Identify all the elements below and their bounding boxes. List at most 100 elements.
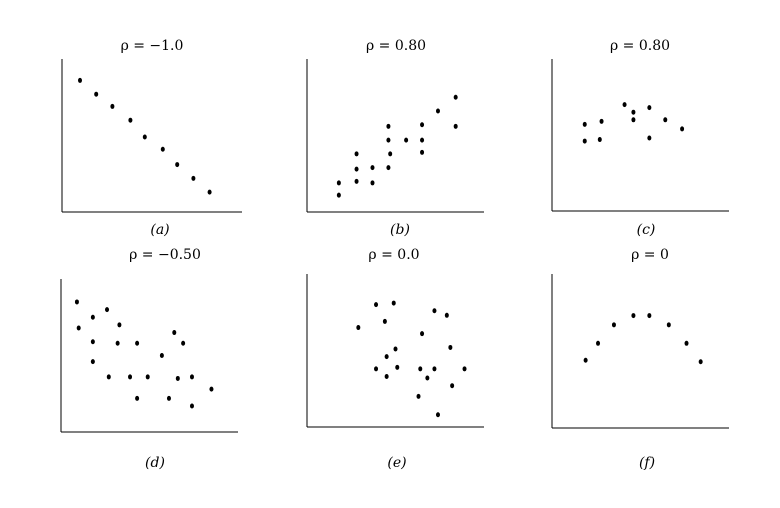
data-point-e — [450, 383, 455, 389]
data-point-d — [181, 340, 186, 346]
data-point-c — [647, 135, 652, 141]
data-point-a — [110, 103, 115, 109]
data-point-c — [631, 117, 636, 123]
data-point-c — [597, 137, 602, 143]
data-point-c — [622, 102, 627, 108]
data-point-f — [698, 359, 703, 365]
data-point-d — [166, 395, 171, 401]
data-point-e — [395, 364, 400, 370]
data-point-f — [583, 357, 588, 363]
data-point-a — [142, 134, 147, 140]
data-point-d — [117, 322, 122, 328]
data-point-a — [128, 117, 133, 123]
data-point-e — [435, 412, 440, 418]
data-point-f — [611, 322, 616, 328]
data-point-b — [453, 123, 458, 129]
panel-caption-c: (c) — [637, 222, 656, 238]
data-point-c — [663, 117, 668, 123]
data-point-d — [106, 374, 111, 380]
data-point-b — [370, 180, 375, 186]
data-point-c — [647, 105, 652, 111]
data-point-e — [425, 375, 430, 381]
data-point-a — [191, 175, 196, 181]
data-point-c — [631, 109, 636, 115]
data-point-d — [175, 375, 180, 381]
data-point-b — [388, 151, 393, 157]
data-point-f — [631, 313, 636, 319]
data-point-a — [175, 162, 180, 168]
data-point-e — [420, 331, 425, 337]
data-point-b — [453, 94, 458, 100]
data-point-e — [393, 346, 398, 352]
data-point-d — [189, 403, 194, 409]
panel-caption-e: (e) — [387, 455, 406, 471]
data-point-b — [404, 137, 409, 143]
data-point-e — [418, 366, 423, 372]
panel-title-f: ρ = 0 — [631, 247, 669, 263]
data-point-c — [582, 138, 587, 144]
data-point-e — [391, 300, 396, 306]
data-point-f — [666, 322, 671, 328]
data-point-e — [384, 374, 389, 380]
data-point-f — [647, 313, 652, 319]
data-point-d — [90, 314, 95, 320]
panel-caption-d: (d) — [145, 455, 165, 471]
data-point-c — [680, 126, 685, 132]
data-point-f — [596, 340, 601, 346]
data-point-d — [172, 330, 177, 336]
data-point-c — [582, 121, 587, 127]
data-point-b — [420, 149, 425, 155]
data-point-d — [90, 359, 95, 365]
data-point-e — [374, 302, 379, 308]
data-point-d — [159, 353, 164, 358]
data-point-e — [384, 354, 389, 360]
panel-caption-b: (b) — [390, 222, 410, 238]
data-point-d — [128, 374, 133, 380]
data-point-a — [78, 77, 82, 83]
data-point-b — [370, 165, 375, 171]
data-point-f — [684, 340, 689, 346]
panel-caption-a: (a) — [150, 222, 169, 238]
data-point-e — [462, 366, 467, 372]
data-point-d — [145, 374, 150, 380]
panel-title-c: ρ = 0.80 — [610, 38, 670, 54]
data-point-e — [356, 325, 361, 331]
data-point-d — [135, 340, 140, 346]
data-point-b — [354, 178, 359, 184]
panel-caption-f: (f) — [639, 455, 655, 471]
data-point-e — [416, 393, 421, 399]
data-point-d — [90, 339, 95, 345]
panel-title-b: ρ = 0.80 — [366, 38, 426, 54]
data-point-b — [336, 180, 341, 186]
data-point-d — [209, 386, 214, 392]
data-point-b — [354, 151, 359, 157]
data-point-a — [94, 91, 99, 97]
data-point-d — [115, 340, 120, 346]
data-point-a — [207, 189, 212, 195]
data-point-e — [382, 318, 387, 324]
data-point-c — [599, 118, 604, 124]
data-point-e — [432, 308, 437, 314]
data-point-d — [74, 299, 79, 305]
data-point-d — [135, 395, 140, 401]
data-point-b — [386, 165, 391, 171]
data-point-b — [420, 122, 425, 128]
data-point-e — [444, 312, 449, 318]
panel-title-d: ρ = −0.50 — [129, 247, 201, 263]
data-point-e — [448, 344, 453, 350]
data-point-a — [160, 146, 165, 152]
panel-title-e: ρ = 0.0 — [368, 247, 419, 263]
data-point-b — [354, 166, 359, 172]
data-point-e — [432, 366, 437, 372]
data-point-b — [386, 123, 391, 129]
data-point-d — [189, 374, 194, 380]
data-point-d — [105, 307, 110, 313]
data-point-b — [386, 137, 391, 143]
data-point-d — [76, 325, 81, 331]
data-point-e — [374, 366, 379, 372]
data-point-b — [336, 192, 341, 198]
panel-title-a: ρ = −1.0 — [121, 38, 184, 54]
data-point-b — [420, 137, 425, 143]
